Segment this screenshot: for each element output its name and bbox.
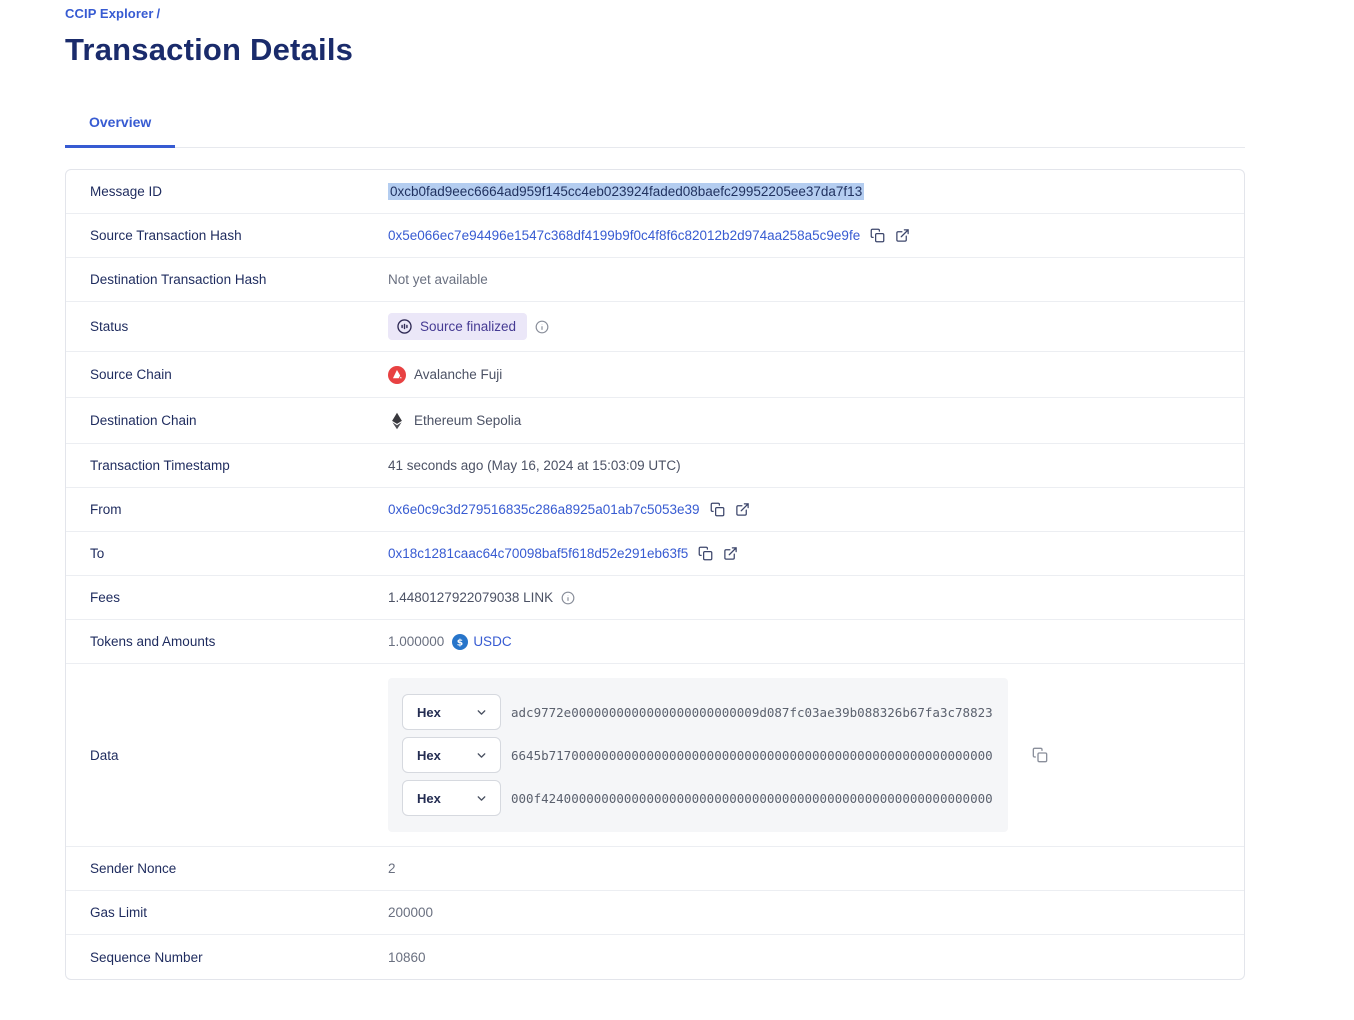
table-row-source-tx-hash: Source Transaction Hash 0x5e066ec7e94496… — [66, 214, 1244, 258]
chevron-down-icon — [475, 706, 488, 719]
breadcrumb: CCIP Explorer / — [65, 6, 1245, 21]
hex-format-label: Hex — [417, 704, 441, 720]
external-link-button[interactable] — [895, 228, 910, 243]
gas-limit-value: 200000 — [388, 905, 434, 920]
copy-button[interactable] — [698, 546, 713, 561]
token-link-usdc[interactable]: USDC — [473, 634, 512, 649]
token-amount: 1.000000 — [388, 634, 445, 649]
copy-icon — [1032, 747, 1048, 763]
external-link-button[interactable] — [735, 502, 750, 517]
table-row-dest-chain: Destination Chain Ethereum Sepolia — [66, 398, 1244, 444]
row-label: Tokens and Amounts — [90, 634, 216, 649]
external-link-button[interactable] — [723, 546, 738, 561]
status-badge-label: Source finalized — [420, 319, 517, 334]
external-link-icon — [735, 503, 749, 516]
source-tx-hash-link[interactable]: 0x5e066ec7e94496e1547c368df4199b9f0c4f8f… — [388, 228, 861, 243]
table-row-status: Status Source finalized — [66, 302, 1244, 352]
to-address-link[interactable]: 0x18c1281caac64c70098baf5f618d52e291eb63… — [388, 546, 689, 561]
ethereum-icon — [388, 412, 406, 430]
page-title: Transaction Details — [65, 32, 354, 67]
tab-overview[interactable]: Overview — [65, 104, 176, 148]
table-row-tokens: Tokens and Amounts 1.000000 $ USDC — [66, 620, 1244, 664]
fees-value: 1.4480127922079038 LINK — [388, 590, 554, 605]
tab-bar: Overview — [65, 104, 1245, 148]
table-row-gas-limit: Gas Limit 200000 — [66, 891, 1244, 935]
copy-button[interactable] — [710, 502, 725, 517]
chevron-down-icon — [475, 792, 488, 805]
table-row-data: Data Hex adc9772e00000000000000000000000… — [66, 664, 1244, 847]
table-row-source-chain: Source Chain Avalanche Fuji — [66, 352, 1244, 398]
usdc-icon: $ — [452, 633, 469, 650]
svg-text:$: $ — [457, 637, 463, 648]
hex-format-label: Hex — [417, 747, 441, 763]
row-label: Destination Transaction Hash — [90, 272, 267, 287]
table-row-sender-nonce: Sender Nonce 2 — [66, 847, 1244, 891]
fees-info-button[interactable] — [561, 591, 575, 605]
hex-format-select[interactable]: Hex — [402, 694, 501, 730]
external-link-icon — [896, 229, 909, 242]
table-row-fees: Fees 1.4480127922079038 LINK — [66, 576, 1244, 620]
table-row-from: From 0x6e0c9c3d279516835c286a8925a01ab7c… — [66, 488, 1244, 532]
status-progress-icon — [396, 318, 413, 335]
chevron-down-icon — [475, 749, 488, 762]
table-row-message-id: Message ID 0xcb0fad9eec6664ad959f145cc4e… — [66, 170, 1244, 214]
row-label: Status — [90, 319, 129, 334]
table-row-sequence-number: Sequence Number 10860 — [66, 935, 1244, 979]
from-address-link[interactable]: 0x6e0c9c3d279516835c286a8925a01ab7c5053e… — [388, 502, 700, 517]
source-chain-name: Avalanche Fuji — [414, 367, 503, 382]
row-label: Source Chain — [90, 367, 172, 382]
avalanche-icon — [388, 365, 406, 384]
data-panel: Hex adc9772e0000000000000000000000009d08… — [388, 678, 1008, 832]
copy-button[interactable] — [870, 228, 885, 243]
copy-icon — [698, 546, 713, 561]
hex-line-value: 000f424000000000000000000000000000000000… — [511, 790, 993, 806]
status-badge: Source finalized — [388, 313, 528, 340]
copy-icon — [710, 502, 724, 517]
row-label: Message ID — [90, 184, 163, 199]
table-row-dest-tx-hash: Destination Transaction Hash Not yet ava… — [66, 258, 1244, 302]
table-row-to: To 0x18c1281caac64c70098baf5f618d52e291e… — [66, 532, 1244, 576]
row-label: From — [90, 502, 122, 517]
row-label: Sender Nonce — [90, 861, 177, 876]
data-line: Hex 6645b7170000000000000000000000000000… — [402, 737, 994, 773]
row-label: Source Transaction Hash — [90, 228, 242, 243]
info-icon — [561, 591, 575, 604]
breadcrumb-separator: / — [156, 6, 161, 21]
details-table: Message ID 0xcb0fad9eec6664ad959f145cc4e… — [65, 169, 1245, 980]
sequence-number-value: 10860 — [388, 949, 426, 965]
copy-icon — [870, 228, 885, 243]
dest-tx-hash-value: Not yet available — [388, 272, 488, 287]
row-label: Destination Chain — [90, 413, 197, 428]
hex-line-value: 6645b71700000000000000000000000000000000… — [511, 747, 993, 763]
breadcrumb-link-ccip-explorer[interactable]: CCIP Explorer — [65, 6, 154, 21]
data-line: Hex adc9772e0000000000000000000000009d08… — [402, 694, 994, 730]
hex-format-select[interactable]: Hex — [402, 737, 501, 773]
hex-line-value: adc9772e0000000000000000000000009d087fc0… — [511, 704, 993, 720]
external-link-icon — [724, 547, 738, 560]
copy-data-button[interactable] — [1032, 747, 1048, 763]
table-row-timestamp: Transaction Timestamp 41 seconds ago (Ma… — [66, 444, 1244, 488]
row-label: Fees — [90, 590, 121, 605]
dest-chain-name: Ethereum Sepolia — [414, 413, 522, 428]
row-label: Gas Limit — [90, 905, 148, 920]
sender-nonce-value: 2 — [388, 861, 396, 876]
row-label: To — [90, 546, 105, 561]
data-line: Hex 000f42400000000000000000000000000000… — [402, 780, 994, 816]
info-icon — [535, 320, 549, 333]
hex-format-select[interactable]: Hex — [402, 780, 501, 816]
message-id-value: 0xcb0fad9eec6664ad959f145cc4eb023924fade… — [388, 183, 865, 200]
row-label: Sequence Number — [90, 949, 203, 965]
status-info-button[interactable] — [535, 320, 549, 334]
hex-format-label: Hex — [417, 790, 441, 806]
timestamp-value: 41 seconds ago (May 16, 2024 at 15:03:09… — [388, 458, 681, 473]
row-label: Data — [90, 747, 119, 763]
row-label: Transaction Timestamp — [90, 458, 230, 473]
